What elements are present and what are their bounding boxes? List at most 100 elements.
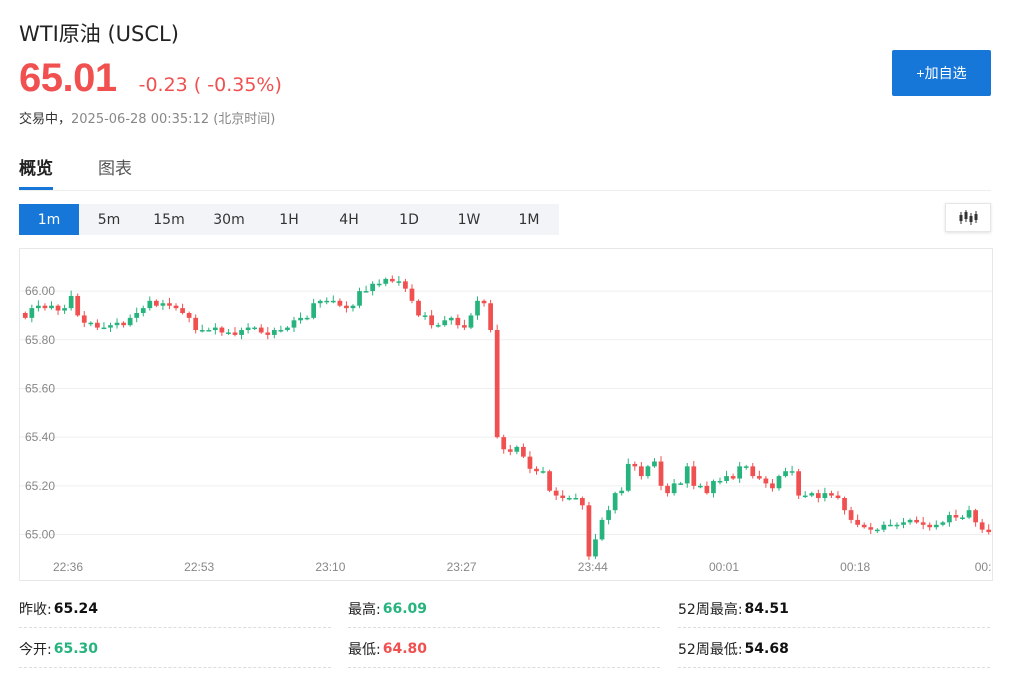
candle-body	[42, 305, 48, 309]
period-4h[interactable]: 4H	[339, 211, 359, 228]
candle-body	[888, 524, 893, 527]
trading-status: 交易中，2025-06-28 00:35:12 (北京时间)	[19, 108, 275, 127]
candle-body	[448, 317, 454, 321]
candle-body	[809, 493, 815, 496]
candle-body	[756, 476, 762, 479]
candle-body	[134, 312, 140, 318]
candle-body	[553, 490, 559, 496]
candle-body	[95, 322, 100, 328]
candle-body	[160, 303, 166, 306]
candle-body	[75, 295, 81, 316]
y-tick-label: 65.80	[25, 333, 55, 347]
candle-body	[527, 456, 533, 469]
period-1d[interactable]: 1D	[399, 211, 419, 228]
period-15m[interactable]: 15m	[153, 211, 185, 228]
candle-body	[619, 490, 625, 494]
candle-body	[763, 478, 769, 484]
candle-body	[684, 466, 690, 484]
candle-body	[468, 315, 474, 328]
candle-body	[842, 498, 847, 511]
candle-body	[907, 519, 913, 523]
candle-body	[973, 510, 978, 523]
candle-body	[311, 303, 317, 318]
candle-body	[239, 330, 244, 335]
candle-body	[291, 320, 297, 328]
candle-body	[389, 278, 395, 282]
candle-body	[947, 515, 952, 523]
stat-label: 最低:	[348, 641, 381, 658]
candle-body	[881, 524, 887, 530]
candle-body	[776, 476, 782, 489]
add-watchlist-button[interactable]: +加自选	[892, 50, 991, 96]
candle-body	[49, 305, 54, 309]
period-1h[interactable]: 1H	[279, 211, 299, 228]
candle-body	[271, 330, 277, 335]
y-tick-label: 65.60	[25, 381, 55, 395]
candle-body	[462, 325, 467, 328]
candle-body	[796, 471, 802, 496]
candle-body	[245, 327, 251, 331]
candle-body	[363, 291, 369, 293]
candle-body	[475, 300, 480, 316]
candle-body	[350, 305, 356, 309]
stat-value: 65.30	[53, 640, 99, 657]
candle-body	[330, 300, 336, 303]
candle-body	[573, 498, 579, 500]
x-tick-label: 00:01	[709, 560, 739, 574]
y-tick-label: 65.40	[25, 430, 55, 444]
y-tick-label: 66.00	[25, 284, 55, 298]
candle-body	[625, 463, 631, 491]
candle-body	[953, 515, 959, 518]
candle-body	[206, 330, 212, 332]
tab-overview[interactable]: 概览	[19, 154, 53, 190]
period-5m[interactable]: 5m	[97, 211, 121, 228]
candle-body	[108, 325, 113, 328]
candle-body	[147, 300, 153, 309]
stat-52w-high: 52周最高: 84.51	[678, 590, 990, 628]
candle-body	[167, 303, 172, 306]
candle-body	[966, 510, 972, 518]
candle-body	[514, 446, 520, 452]
period-1mo[interactable]: 1M	[518, 211, 540, 228]
candle-body	[815, 493, 821, 499]
candle-body	[894, 524, 900, 527]
stat-value: 54.68	[744, 640, 789, 657]
candle-body	[68, 295, 74, 309]
candle-body	[212, 327, 218, 331]
candle-body	[357, 291, 362, 306]
candle-body	[855, 519, 861, 525]
tab-chart[interactable]: 图表	[98, 159, 132, 179]
stat-label: 今开:	[19, 641, 52, 658]
candle-body	[101, 327, 107, 330]
candle-body	[704, 485, 710, 494]
candle-body	[586, 505, 592, 557]
candle-body	[435, 325, 441, 327]
chart-type-button[interactable]	[945, 203, 991, 232]
candle-body	[868, 527, 874, 530]
candle-body	[258, 327, 264, 333]
candle-body	[226, 332, 231, 334]
period-30m[interactable]: 30m	[213, 211, 245, 228]
candle-body	[180, 308, 185, 313]
candle-body	[442, 320, 448, 326]
candle-body	[770, 483, 775, 489]
candle-body	[986, 529, 992, 533]
candle-body	[501, 437, 507, 450]
candle-body	[560, 495, 566, 499]
candle-body	[743, 466, 749, 468]
candle-body	[409, 288, 415, 301]
period-1m[interactable]: 1m	[19, 204, 79, 235]
price-chart[interactable]: 66.00 65.80 65.60 65.40 65.20 65.00 22:36 22:53…	[19, 248, 993, 581]
x-tick-label: 22:53	[184, 560, 214, 574]
candlestick-chart[interactable]: 66.00 65.80 65.60 65.40 65.20 65.00 22:36 22:53…	[20, 249, 993, 581]
candle-body	[62, 308, 67, 311]
candle-body	[920, 522, 926, 525]
candle-body	[612, 493, 618, 511]
candle-body	[861, 524, 867, 528]
candle-body	[534, 468, 539, 472]
candle-body	[429, 315, 434, 326]
candle-body	[55, 305, 61, 311]
candle-body	[199, 330, 205, 332]
period-1w[interactable]: 1W	[457, 211, 481, 228]
candle-body	[927, 524, 933, 528]
